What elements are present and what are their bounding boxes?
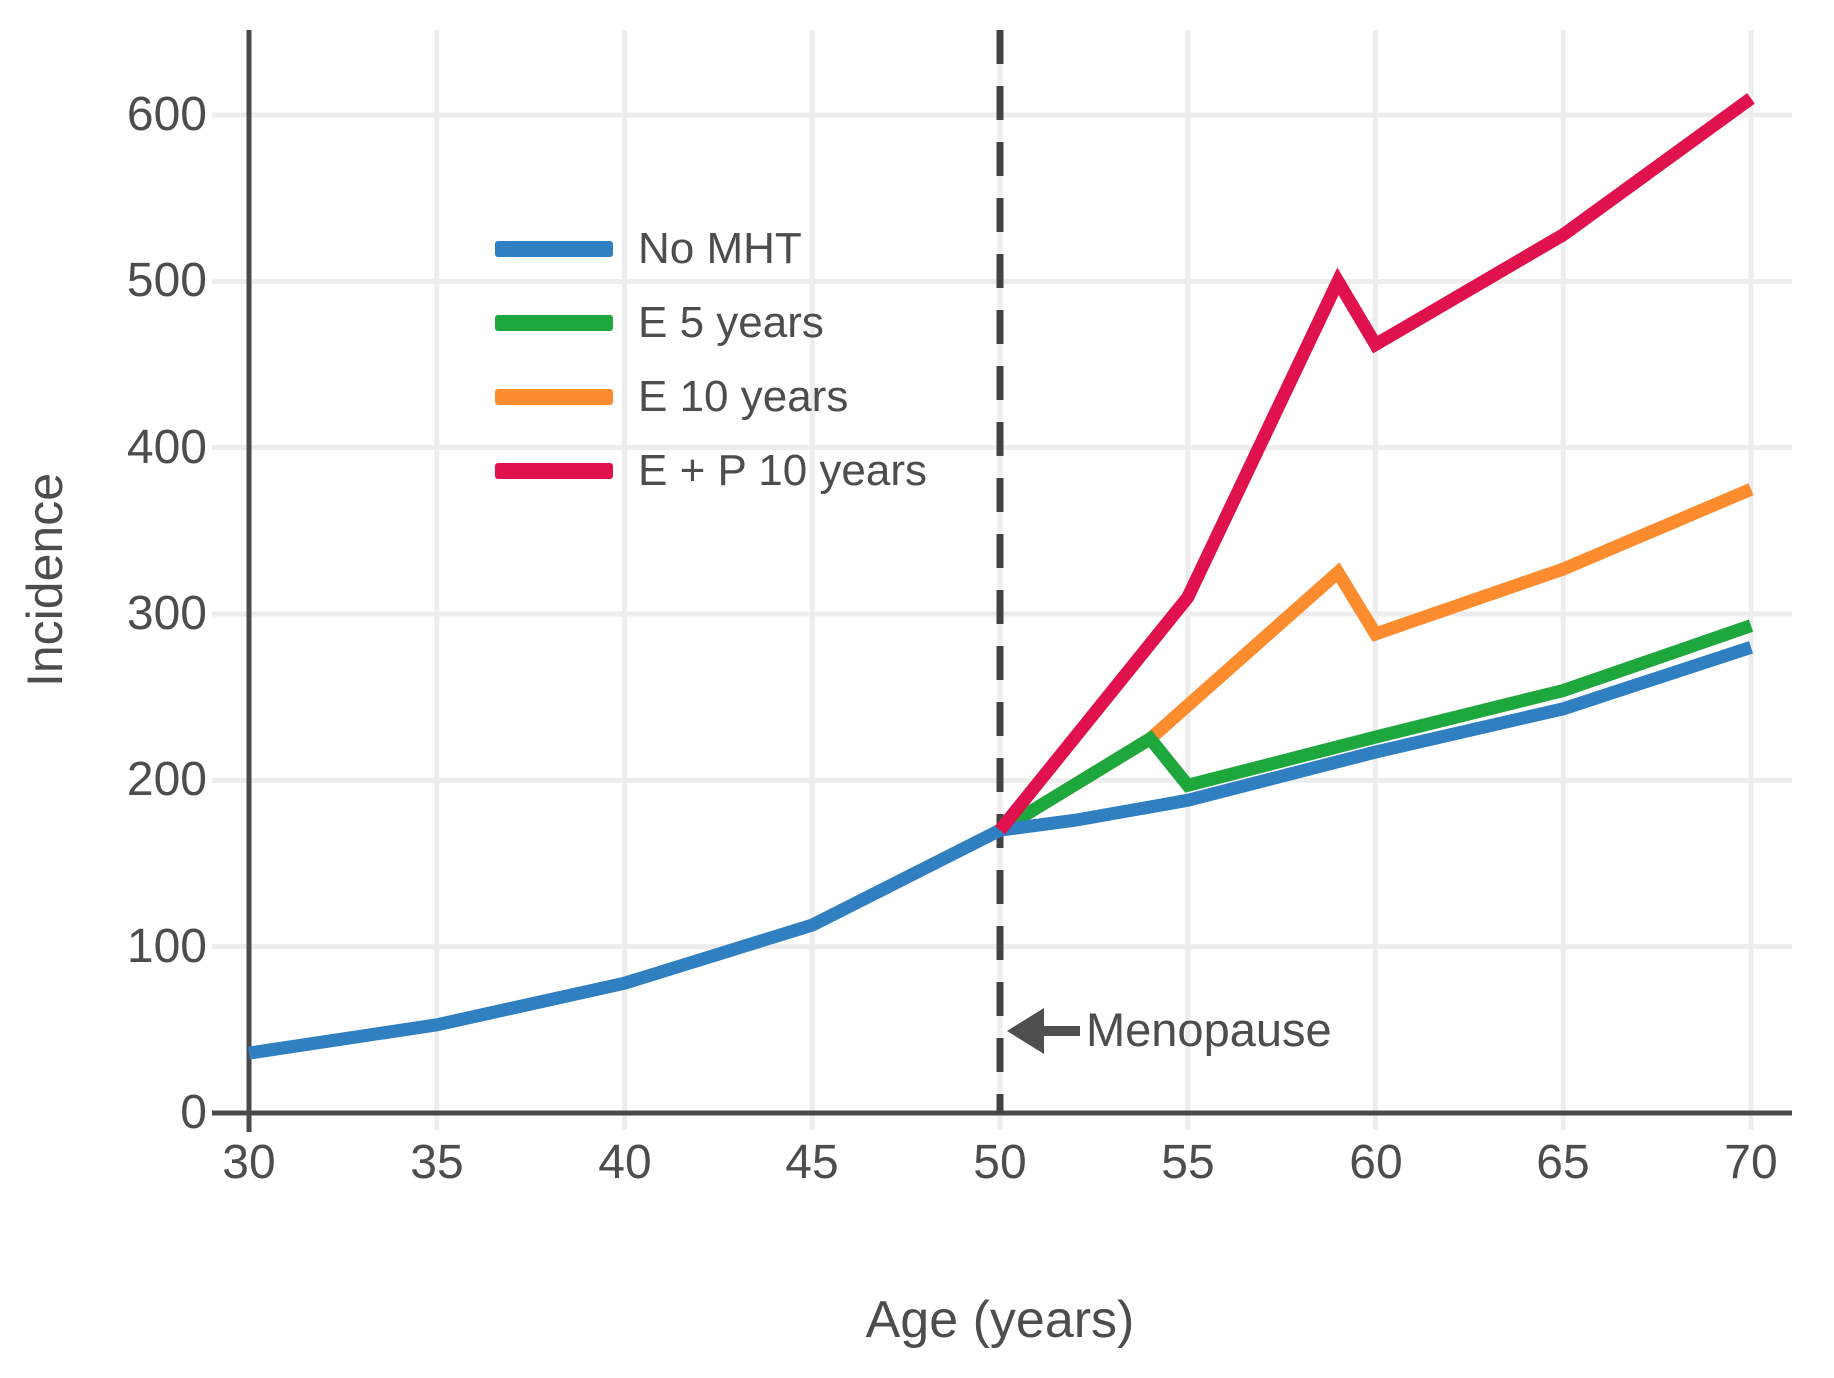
legend-label: E 5 years bbox=[638, 298, 824, 347]
legend-item-e-5-years: E 5 years bbox=[495, 286, 927, 360]
x-tick-label-50: 50 bbox=[973, 1136, 1027, 1189]
x-tick-label-65: 65 bbox=[1536, 1136, 1590, 1189]
legend-label: No MHT bbox=[638, 224, 802, 273]
x-tick-label-70: 70 bbox=[1724, 1136, 1778, 1189]
legend: No MHT E 5 years E 10 years E + P 10 yea… bbox=[495, 212, 927, 508]
legend-swatch-e-5-years bbox=[495, 315, 613, 331]
legend-label: E + P 10 years bbox=[638, 446, 928, 495]
x-tick-label-40: 40 bbox=[598, 1136, 652, 1189]
y-tick-label-0: 0 bbox=[180, 1086, 207, 1139]
x-tick-label-45: 45 bbox=[785, 1136, 839, 1189]
y-axis-title: Incidence bbox=[17, 472, 73, 688]
x-tick-label-60: 60 bbox=[1349, 1136, 1403, 1189]
y-tick-label-400: 400 bbox=[126, 421, 207, 474]
menopause-annotation-label: Menopause bbox=[1086, 1003, 1332, 1056]
legend-item-e-10-years: E 10 years bbox=[495, 360, 927, 434]
legend-item-no-mht: No MHT bbox=[495, 212, 927, 286]
menopause-arrow-head bbox=[1007, 1008, 1044, 1054]
y-tick-label-100: 100 bbox=[126, 920, 207, 973]
legend-label: E 10 years bbox=[638, 372, 849, 421]
legend-swatch-e-p-10-years bbox=[495, 463, 613, 479]
y-tick-label-500: 500 bbox=[126, 254, 207, 307]
series-line-e-p-10-years bbox=[994, 93, 1755, 835]
y-tick-label-600: 600 bbox=[126, 88, 207, 141]
series-line-e-5-years bbox=[996, 619, 1754, 836]
series-line-no-mht bbox=[248, 641, 1754, 1060]
x-tick-label-55: 55 bbox=[1161, 1136, 1215, 1189]
y-tick-label-300: 300 bbox=[126, 587, 207, 640]
x-tick-label-35: 35 bbox=[410, 1136, 464, 1189]
x-tick-label-30: 30 bbox=[222, 1136, 276, 1189]
y-tick-label-200: 200 bbox=[126, 753, 207, 806]
x-axis-title: Age (years) bbox=[865, 1291, 1135, 1349]
legend-item-e-p-10-years: E + P 10 years bbox=[495, 434, 927, 508]
legend-swatch-no-mht bbox=[495, 241, 613, 257]
legend-swatch-e-10-years bbox=[495, 389, 613, 405]
